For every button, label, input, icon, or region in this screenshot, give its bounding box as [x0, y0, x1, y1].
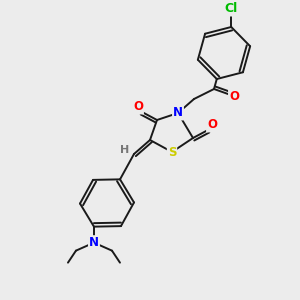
Text: S: S	[168, 146, 176, 158]
Text: O: O	[229, 89, 239, 103]
Text: O: O	[207, 118, 217, 131]
Text: N: N	[89, 236, 99, 249]
Text: N: N	[173, 106, 183, 119]
Text: Cl: Cl	[225, 2, 238, 16]
Text: O: O	[133, 100, 143, 113]
Text: H: H	[120, 145, 130, 155]
